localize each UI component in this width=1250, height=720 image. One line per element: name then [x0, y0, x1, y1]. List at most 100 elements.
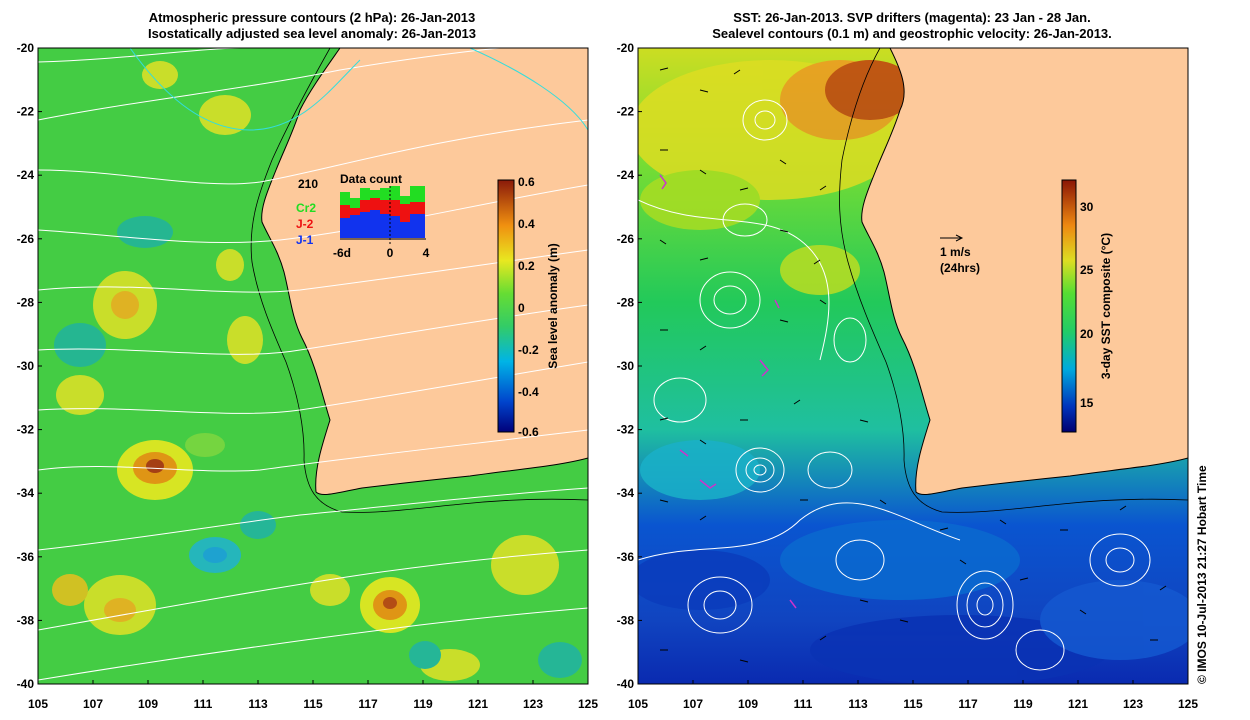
sla-low-blob [54, 323, 106, 367]
drifter-track [699, 479, 717, 489]
pressure-contour [38, 184, 588, 244]
inset-bars [340, 186, 425, 238]
right-y-axis-ticks: -20 -22 -24 -26 -28 -30 -32 -34 -36 -38 -40 [617, 41, 642, 691]
x-tick-label: 121 [1068, 697, 1088, 711]
inset-bar-cr2 [350, 198, 360, 208]
right-title-line1: SST: 26-Jan-2013. SVP drifters (magenta)… [733, 10, 1090, 25]
x-tick-label: 125 [578, 697, 598, 711]
pressure-contours [38, 48, 588, 681]
y-tick-label: -24 [617, 168, 635, 182]
sealevel-contour [1105, 547, 1135, 573]
sst-colorbar-tick: 20 [1080, 327, 1094, 341]
x-tick-label: 111 [794, 697, 813, 711]
pressure-contour [38, 549, 588, 631]
imos-credit: © IMOS 10-Jul-2013 21:27 Hobart Time [1195, 465, 1209, 684]
inset-bar-j1 [340, 218, 350, 238]
drifter-track [759, 359, 770, 377]
legend-j2: J-2 [296, 217, 314, 231]
sla-high-blob [52, 574, 88, 606]
x-tick-label: 107 [83, 697, 103, 711]
y-tick-label: -30 [17, 359, 35, 373]
sealevel-contour [976, 594, 994, 616]
inset-bar-j1 [350, 215, 360, 238]
y-tick-label: -38 [617, 613, 635, 627]
velocity-scale-label: 1 m/s [940, 245, 971, 259]
sla-high-blob [216, 249, 244, 281]
sealevel-contour [742, 99, 788, 141]
y-tick-label: -28 [17, 295, 35, 309]
x-tick-label: 107 [683, 697, 703, 711]
pressure-contour [38, 119, 588, 185]
inset-xtick: -6d [333, 246, 351, 260]
x-tick-label: 123 [1123, 697, 1143, 711]
drifter-track [789, 599, 797, 609]
sla-low-blob [117, 216, 173, 248]
inset-title: Data count [340, 172, 402, 186]
x-tick-label: 105 [628, 697, 648, 711]
inset-bar-j1 [370, 210, 380, 238]
sla-colorbar-gradient [497, 179, 515, 433]
inset-xtick: 4 [423, 246, 430, 260]
sla-colorbar-tick: 0.2 [518, 259, 535, 273]
sst-cool-patch [640, 440, 760, 500]
sst-colorbar: 30 25 20 15 3-day SST composite (°C) [1061, 179, 1113, 433]
sla-colorbar-ticks: 0.6 0.4 0.2 0 -0.2 -0.4 -0.6 [518, 175, 539, 439]
inset-ymax-label: 210 [298, 177, 318, 191]
svp-drifter-tracks [659, 174, 797, 609]
inset-bar-cr2 [410, 186, 425, 202]
data-count-inset: Data count 210 Cr2 J-2 J-1 [296, 172, 430, 260]
continental-shelf-line [839, 48, 1188, 513]
y-tick-label: -34 [17, 486, 35, 500]
sst-colorbar-gradient [1061, 179, 1077, 433]
inset-bar-j1 [390, 216, 400, 238]
velocity-arrow [659, 67, 1167, 663]
legend-cr2: Cr2 [296, 201, 316, 215]
sla-colorbar: 0.6 0.4 0.2 0 -0.2 -0.4 -0.6 Sea level a… [497, 175, 560, 439]
drifter-track [659, 174, 667, 190]
y-tick-label: -34 [617, 486, 635, 500]
sla-high-blob [227, 316, 263, 364]
y-tick-label: -20 [617, 41, 635, 55]
y-tick-label: -22 [617, 105, 635, 119]
sla-high-blob [310, 574, 350, 606]
inset-bar-j2 [360, 200, 370, 212]
sst-colorbar-ticks: 30 25 20 15 [1080, 200, 1094, 410]
pressure-contour [38, 487, 588, 551]
sealevel-contour [835, 539, 885, 581]
inset-bar-j2 [380, 200, 390, 214]
sealevel-contour [699, 271, 761, 329]
inset-bar-j2 [370, 198, 380, 210]
continental-shelf-line [250, 48, 588, 513]
sst-cool-patch [780, 520, 1020, 600]
pressure-contour [38, 429, 588, 472]
sla-high-blob [146, 459, 164, 473]
inset-bar-j2 [390, 200, 400, 216]
sla-colorbar-tick: 0.6 [518, 175, 535, 189]
sst-colorbar-tick: 25 [1080, 263, 1094, 277]
y-tick-label: -24 [17, 168, 35, 182]
sealevel-contour [1089, 533, 1151, 587]
inset-bar-cr2 [370, 190, 380, 198]
x-tick-label: 119 [1013, 697, 1033, 711]
left-title-line2: Isostatically adjusted sea level anomaly… [148, 26, 476, 41]
inset-bar-j1 [360, 212, 370, 238]
y-tick-label: -26 [617, 232, 635, 246]
sla-colorbar-label: Sea level anomaly (m) [546, 243, 560, 368]
sst-warm-patch [825, 60, 915, 120]
sealevel-contour [807, 451, 853, 489]
sealevel-contour [753, 464, 767, 476]
sla-high-blob [199, 95, 251, 135]
y-tick-label: -32 [17, 423, 35, 437]
sla-high-blob [111, 291, 139, 319]
sla-low-blob [538, 642, 582, 678]
sla-high-blob [383, 597, 397, 609]
left-title-line1: Atmospheric pressure contours (2 hPa): 2… [149, 10, 476, 25]
inset-bar-j1 [380, 214, 390, 238]
sla-colorbar-tick: 0.4 [518, 217, 535, 231]
inset-bar-cr2 [390, 186, 400, 200]
pressure-contour [38, 48, 241, 63]
x-tick-label: 121 [468, 697, 488, 711]
sst-warm-patch [640, 170, 760, 230]
x-tick-label: 119 [413, 697, 433, 711]
